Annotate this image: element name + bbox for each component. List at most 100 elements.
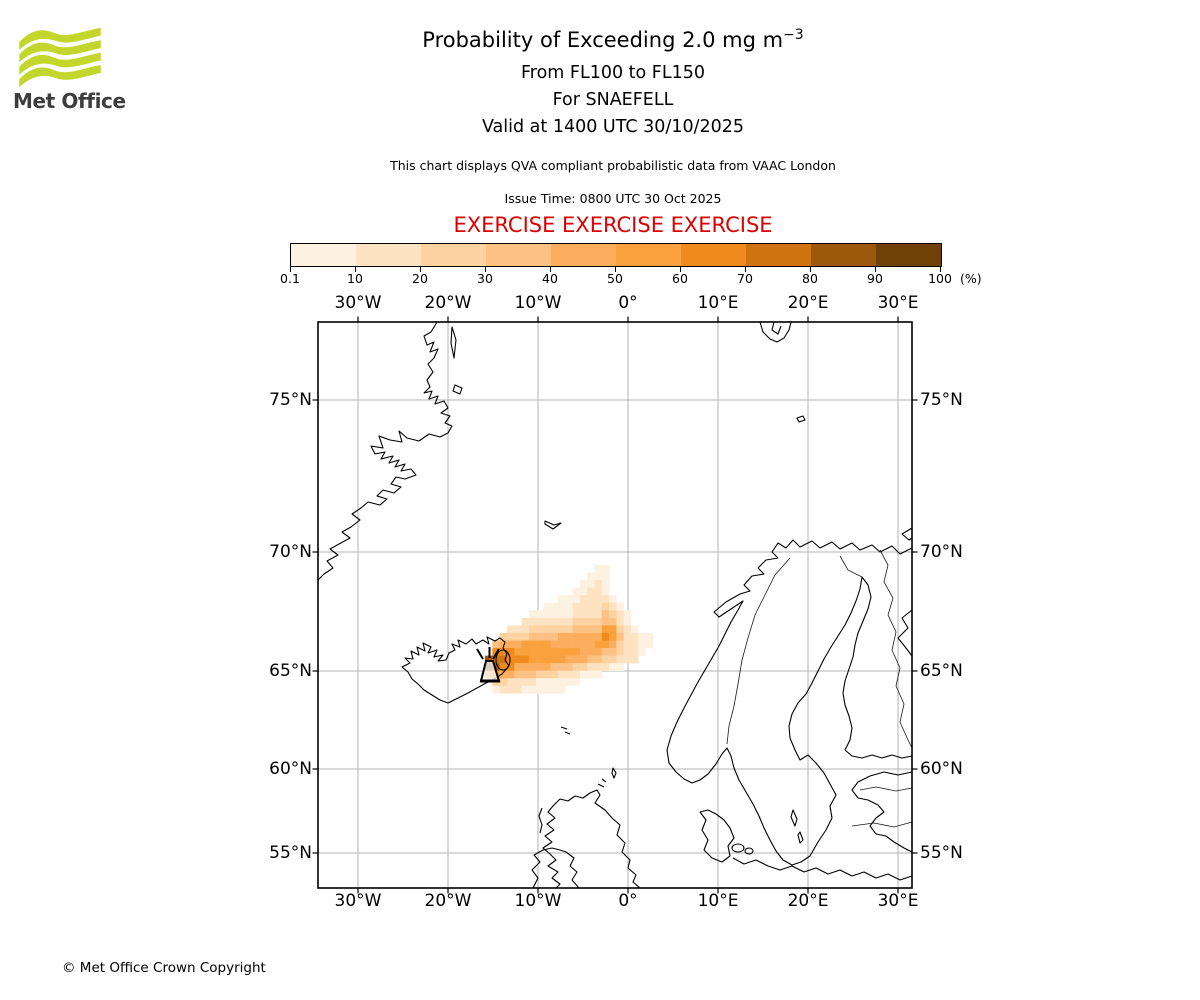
iceland-coast [401,636,510,704]
colorbar-label: 80 [802,271,818,286]
britain-coast [542,789,641,889]
colorbar-segment [616,244,681,266]
colorbar-segment [486,244,551,266]
small-island [452,384,463,395]
map-frame [317,321,913,889]
lat-label-right: 65°N [920,661,963,681]
orkney-islands [597,778,607,788]
colorbar-segment [356,244,421,266]
colorbar-label: 10 [347,271,363,286]
lat-label-left: 60°N [269,759,312,779]
colorbar-unit: (%) [960,271,982,286]
colorbar-tick [355,266,356,272]
lon-label-bottom: 30°W [334,891,382,911]
lon-label-top: 10°W [514,293,562,313]
faroe-islands [560,726,571,735]
colorbar-label: 60 [672,271,688,286]
colorbar-tick [290,266,291,272]
colorbar-tick [875,266,876,272]
scandinavia-coast [666,539,913,866]
svalbard-coast [759,321,792,343]
shetland-islands [611,767,617,779]
bear-island [796,415,806,423]
lon-label-bottom: 20°E [787,891,829,911]
lon-label-top: 20°E [787,293,829,313]
ash-probability-plume [485,565,654,694]
subtitle-volcano: For SNAEFELL [552,90,674,110]
ireland-coast [531,847,580,889]
oland-island [797,831,804,844]
colorbar-tick [420,266,421,272]
colorbar-label: 70 [737,271,753,286]
subtitle-valid-time: Valid at 1400 UTC 30/10/2025 [481,117,745,137]
colorbar-label: 20 [412,271,428,286]
colorbar-segment [746,244,811,266]
lat-label-left: 70°N [269,542,312,562]
colorbar-segment [681,244,746,266]
exercise-banner: EXERCISE EXERCISE EXERCISE [453,213,773,237]
lon-label-top: 10°E [697,293,739,313]
colorbar-tick [615,266,616,272]
country-borders [726,549,913,828]
gotland-island [790,809,798,827]
copyright-text: © Met Office Crown Copyright [62,960,266,976]
colorbar-label: 30 [477,271,493,286]
lon-label-top: 0° [618,293,638,313]
page-title: Probability of Exceeding 2.0 mg m−3 [422,27,804,52]
met-office-logo [19,27,101,88]
logo-waves-icon [19,27,101,88]
lon-label-top: 30°W [334,293,382,313]
danish-island [744,847,754,855]
danish-island [731,843,745,853]
colorbar-label: 50 [607,271,623,286]
probability-colorbar [290,243,942,267]
issue-time: Issue Time: 0800 UTC 30 Oct 2025 [504,191,722,206]
colorbar-segment [876,244,941,266]
hebrides-islands [538,807,543,834]
white-sea-coast [897,609,913,657]
colorbar-segment [421,244,486,266]
greenland-fjord-island [450,326,457,359]
coastlines [317,321,913,889]
map-canvas [312,316,918,894]
title-superscript: −3 [783,27,804,43]
logo-brand-text: Met Office [13,89,126,113]
lat-label-right: 60°N [920,759,963,779]
subtitle-flight-levels: From FL100 to FL150 [520,63,706,83]
lat-label-left: 55°N [269,843,312,863]
lon-label-top: 30°E [877,293,919,313]
jan-mayen-island [544,520,562,530]
colorbar-label: 100 [928,271,952,286]
lon-label-bottom: 10°E [697,891,739,911]
volcano-icon [476,647,501,683]
lat-label-right: 70°N [920,542,963,562]
lat-label-right: 55°N [920,843,963,863]
lat-label-left: 65°N [269,661,312,681]
colorbar-label: 90 [867,271,883,286]
colorbar-label: 0.1 [280,271,300,286]
colorbar-segment [811,244,876,266]
graticule-grid [318,322,912,888]
lat-label-left: 75°N [269,390,312,410]
lon-label-bottom: 10°W [514,891,562,911]
colorbar-tick [810,266,811,272]
qva-note: This chart displays QVA compliant probab… [390,158,836,173]
colorbar-tick [680,266,681,272]
iceland-east-fjords [495,649,511,671]
lon-label-bottom: 20°W [424,891,472,911]
colorbar-tick [940,266,941,272]
greenland-coast [317,321,453,581]
kola-coast [901,527,913,541]
lon-label-bottom: 0° [618,891,638,911]
colorbar-segment [291,244,356,266]
lon-label-bottom: 30°E [877,891,919,911]
denmark-coast [699,809,735,863]
map-ticks [312,316,918,894]
lon-label-top: 20°W [424,293,472,313]
colorbar-tick [745,266,746,272]
baltic-south-coast [732,857,913,881]
lat-label-right: 75°N [920,390,963,410]
colorbar-tick [485,266,486,272]
colorbar-segment [551,244,616,266]
